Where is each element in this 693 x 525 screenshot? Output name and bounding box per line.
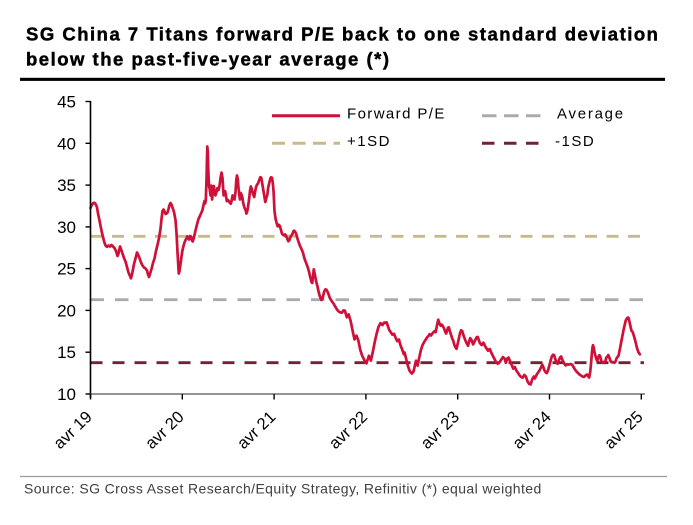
svg-text:Average: Average — [557, 106, 625, 123]
svg-text:15: 15 — [57, 343, 76, 362]
svg-text:25: 25 — [57, 260, 76, 279]
svg-text:20: 20 — [57, 301, 76, 320]
svg-text:-1SD: -1SD — [555, 133, 595, 150]
svg-text:+1SD: +1SD — [347, 133, 391, 150]
svg-text:SG China 7 Titans forward P/E: SG China 7 Titans forward P/E back to on… — [26, 24, 659, 45]
svg-text:30: 30 — [57, 218, 76, 237]
svg-text:10: 10 — [57, 385, 76, 404]
svg-text:Source: SG Cross Asset Researc: Source: SG Cross Asset Research/Equity S… — [24, 481, 542, 497]
svg-text:40: 40 — [57, 134, 76, 153]
svg-text:45: 45 — [57, 93, 76, 112]
svg-text:Forward P/E: Forward P/E — [347, 106, 446, 123]
svg-text:below the past-five-year avera: below the past-five-year average (*) — [26, 49, 391, 70]
svg-text:35: 35 — [57, 176, 76, 195]
